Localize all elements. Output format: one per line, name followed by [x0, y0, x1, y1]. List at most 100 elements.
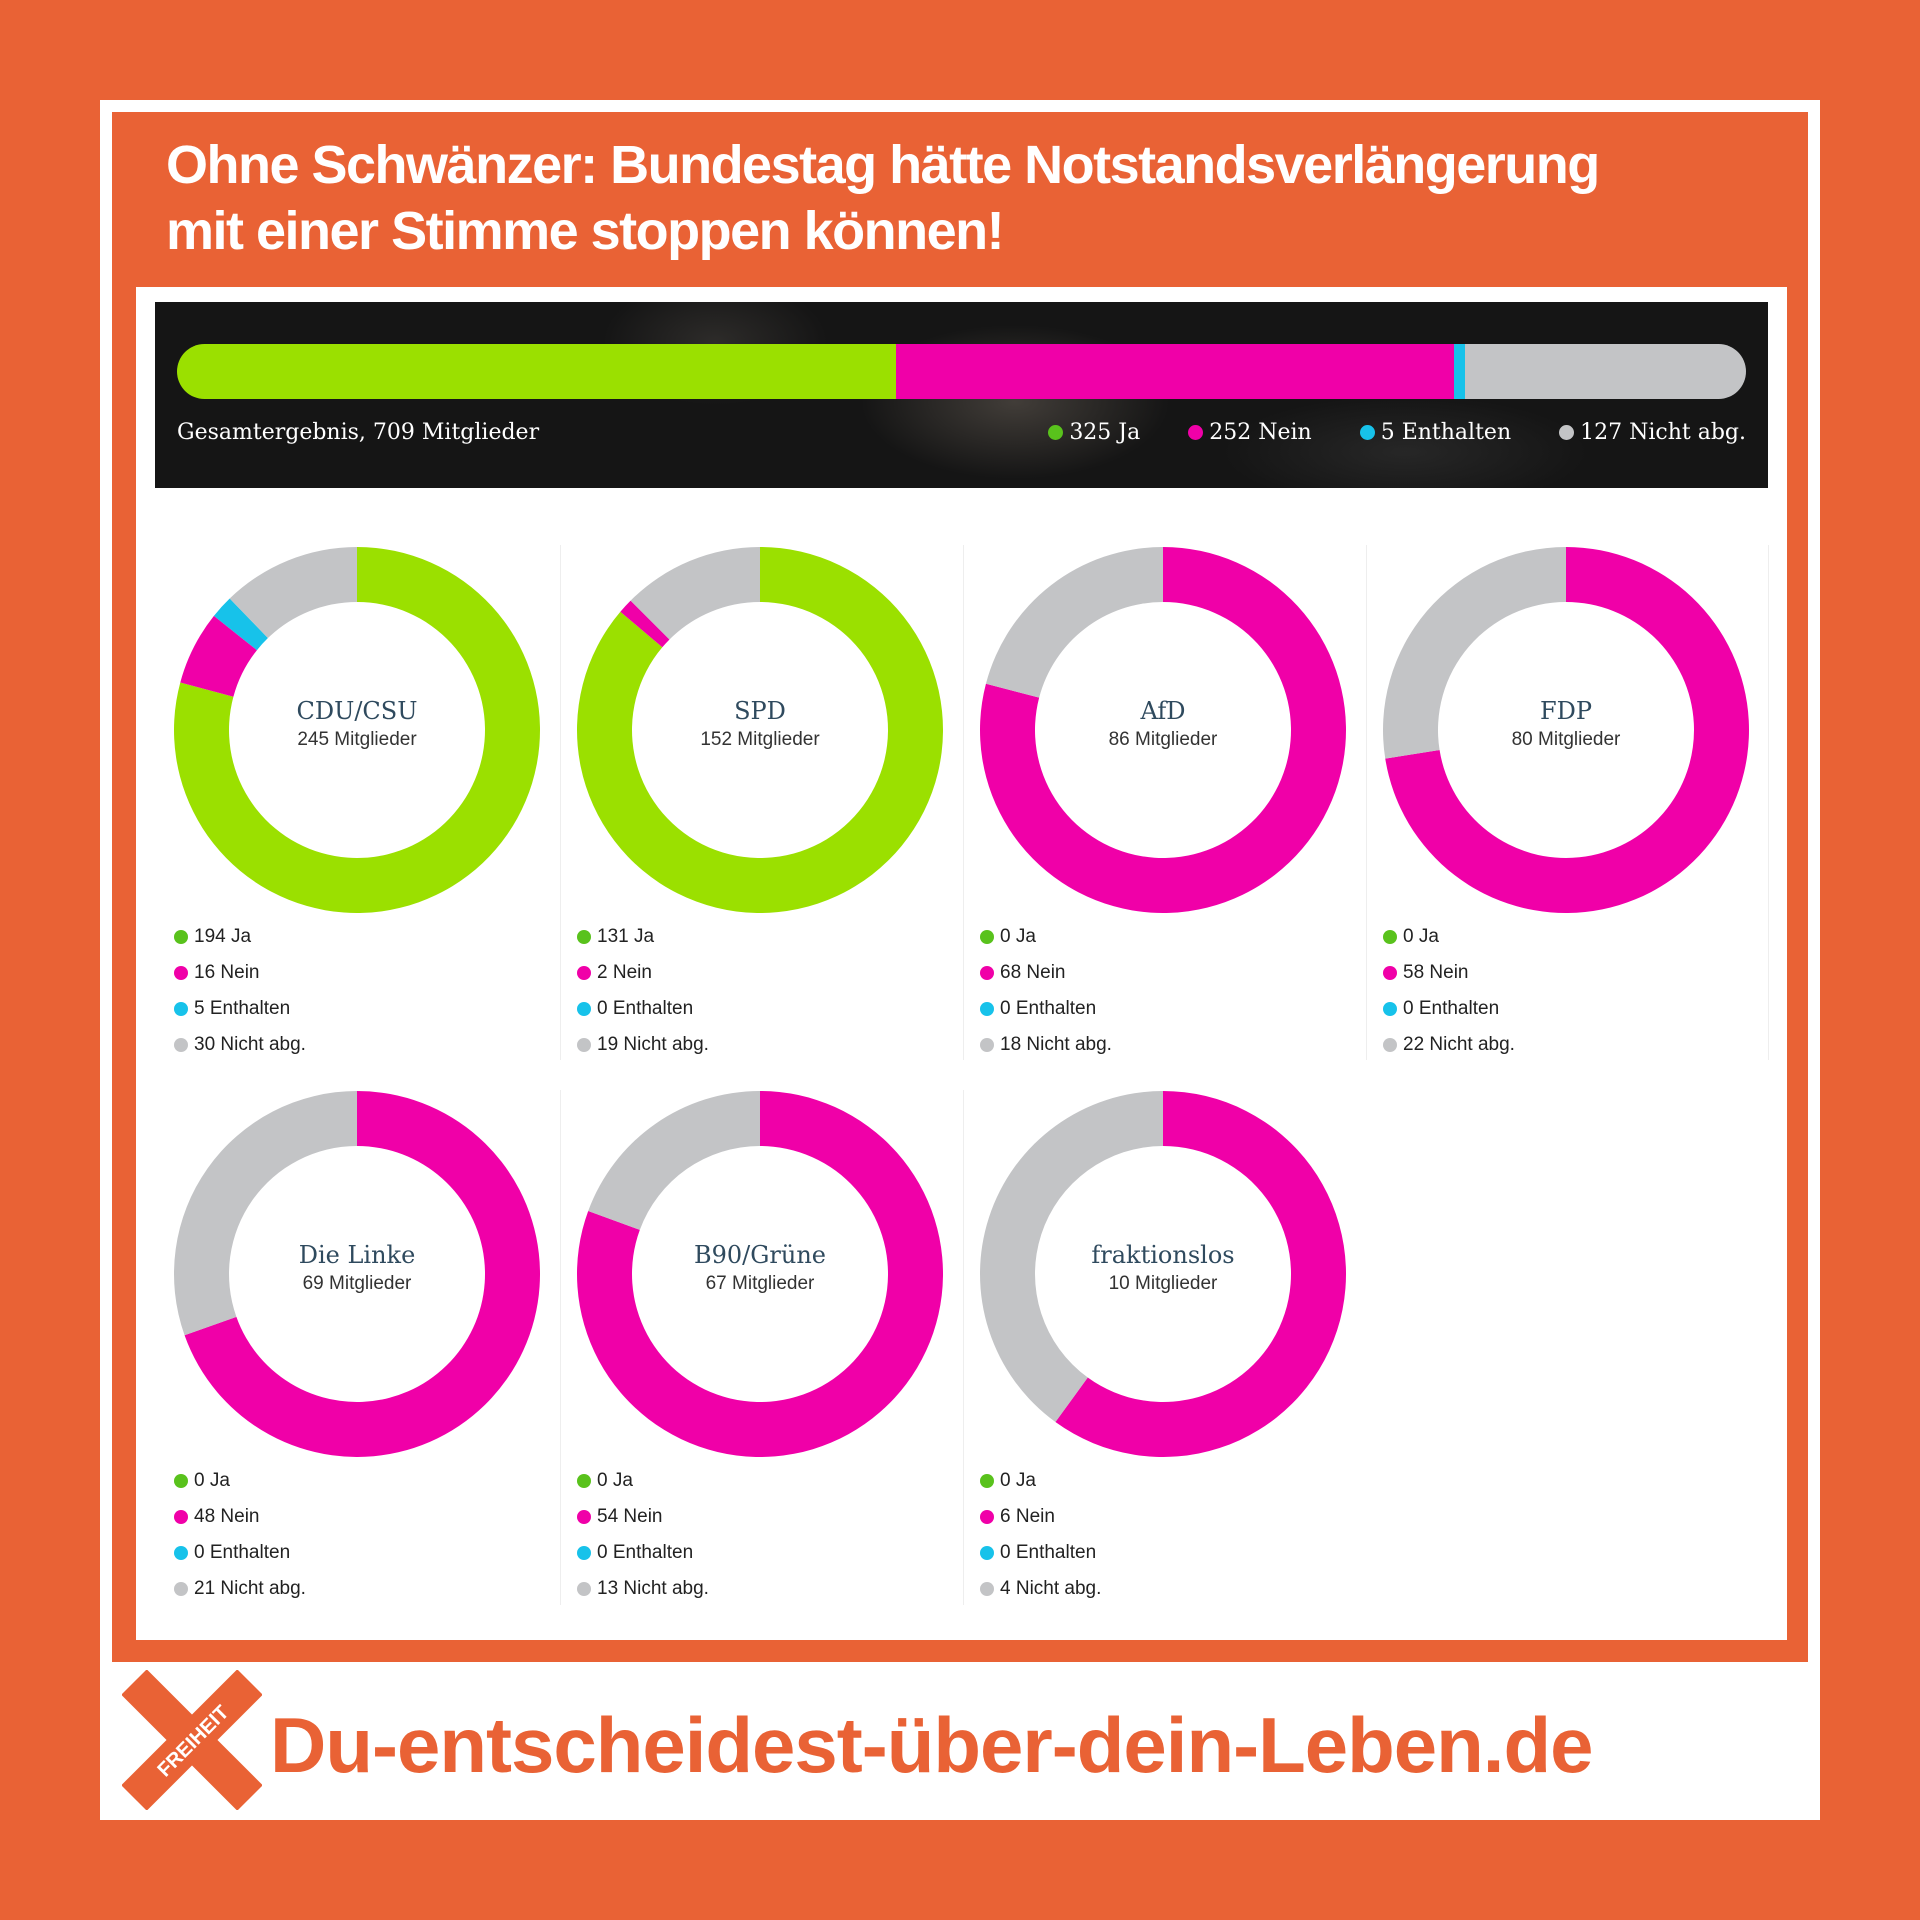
nicht-dot [174, 1582, 188, 1596]
legend-label-nein: 58 Nein [1403, 962, 1469, 983]
donut-chart [1383, 547, 1749, 913]
enthalten-dot [1383, 1002, 1397, 1016]
legend-label-nein: 16 Nein [194, 962, 260, 983]
legend-item-enthalten: 0 Enthalten [1383, 991, 1515, 1027]
legend-label-nein: 68 Nein [1000, 962, 1066, 983]
party-legend: 0 Ja 48 Nein 0 Enthalten 21 Nicht abg. [174, 1463, 306, 1607]
nein-dot [980, 966, 994, 980]
legend-item-enthalten: 0 Enthalten [980, 1535, 1101, 1571]
donut-chart [980, 547, 1346, 913]
total-result-banner: Gesamtergebnis, 709 Mitglieder 325 Ja 25… [155, 302, 1768, 488]
legend-label-nein: 54 Nein [597, 1506, 663, 1527]
nein-dot [1188, 425, 1204, 440]
grid-divider [560, 545, 561, 1060]
party-card-b90-gruene: B90/Grüne 67 Mitglieder 0 Ja 54 Nein 0 Entha… [577, 1091, 977, 1611]
donut-slice-nein [980, 547, 1346, 913]
legend-label-nicht: 18 Nicht abg. [1000, 1034, 1112, 1055]
legend-item-ja: 0 Ja [174, 1463, 306, 1499]
total-bar-segment-nein [896, 344, 1454, 399]
total-bar-segment-enthalten [1453, 344, 1465, 399]
legend-label-ja: 0 Ja [1403, 926, 1439, 947]
legend-label-nicht: 22 Nicht abg. [1403, 1034, 1515, 1055]
legend-label-nein: 48 Nein [194, 1506, 260, 1527]
legend-item-nein: 16 Nein [174, 955, 306, 991]
donut-slice-nicht [229, 547, 357, 639]
legend-label-ja: 0 Ja [1000, 1470, 1036, 1491]
ja-dot [1383, 930, 1397, 944]
donut-slice-nein [1385, 547, 1749, 913]
nicht-dot [980, 1038, 994, 1052]
legend-label-ja: 131 Ja [597, 926, 655, 947]
ja-dot [174, 1474, 188, 1488]
party-name: FDP [1539, 697, 1593, 725]
headline-line-2: mit einer Stimme stoppen können! [166, 201, 1005, 261]
total-legend-ja-label: 325 Ja [1069, 420, 1141, 445]
total-legend-ja: 325 Ja [1048, 420, 1140, 445]
enthalten-dot [1359, 425, 1375, 440]
party-name: CDU/CSU [296, 697, 418, 725]
nein-dot [174, 966, 188, 980]
legend-item-nicht: 19 Nicht abg. [577, 1027, 709, 1063]
legend-item-nicht: 18 Nicht abg. [980, 1027, 1112, 1063]
nicht-dot [1383, 1038, 1397, 1052]
ja-dot [577, 930, 591, 944]
legend-item-ja: 0 Ja [1383, 919, 1515, 955]
legend-item-nicht: 22 Nicht abg. [1383, 1027, 1515, 1063]
donut-slice-ja [577, 547, 943, 913]
legend-item-nein: 2 Nein [577, 955, 709, 991]
enthalten-dot [980, 1002, 994, 1016]
grid-divider [1366, 545, 1367, 1060]
legend-item-ja: 131 Ja [577, 919, 709, 955]
ja-dot [980, 1474, 994, 1488]
party-card-afd: AfD 86 Mitglieder 0 Ja 68 Nein 0 Enthalten 18… [980, 547, 1380, 1067]
donut-chart [174, 547, 540, 913]
donut-slice-nicht [985, 547, 1163, 698]
legend-item-ja: 0 Ja [980, 1463, 1101, 1499]
legend-item-ja: 0 Ja [980, 919, 1112, 955]
party-legend: 0 Ja 68 Nein 0 Enthalten 18 Nicht abg. [980, 919, 1112, 1063]
headline: Ohne Schwänzer: Bundestag hätte Notstand… [166, 132, 1766, 264]
total-legend-nein: 252 Nein [1188, 420, 1312, 445]
legend-item-nicht: 4 Nicht abg. [980, 1571, 1101, 1607]
total-caption: Gesamtergebnis, 709 Mitglieder [177, 420, 540, 445]
total-legend-nein-label: 252 Nein [1209, 420, 1312, 445]
legend-item-nicht: 30 Nicht abg. [174, 1027, 306, 1063]
enthalten-dot [174, 1546, 188, 1560]
legend-label-enthalten: 5 Enthalten [194, 998, 291, 1019]
donut-slice-nicht [174, 1091, 357, 1336]
website-url[interactable]: Du-entscheidest-über-dein-Leben.de [270, 1701, 1593, 1789]
legend-item-enthalten: 0 Enthalten [577, 991, 709, 1027]
total-legend: 325 Ja 252 Nein 5 Enthalten 127 Nicht ab… [1048, 420, 1746, 445]
nein-dot [577, 966, 591, 980]
legend-label-nicht: 19 Nicht abg. [597, 1034, 709, 1055]
total-legend-enthalten-label: 5 Enthalten [1380, 420, 1512, 445]
total-bar-segment-ja [177, 344, 897, 399]
party-members: 245 Mitglieder [297, 729, 417, 750]
party-name: SPD [734, 697, 786, 725]
donut-slice-enthalten [213, 598, 268, 651]
party-members: 69 Mitglieder [302, 1273, 412, 1294]
party-card-fdp: FDP 80 Mitglieder 0 Ja 58 Nein 0 Enthalten 22… [1383, 547, 1783, 1067]
legend-item-enthalten: 0 Enthalten [577, 1535, 709, 1571]
ja-dot [980, 930, 994, 944]
party-legend: 0 Ja 6 Nein 0 Enthalten 4 Nicht abg. [980, 1463, 1101, 1607]
donut-chart [577, 547, 943, 913]
nicht-dot [1559, 425, 1575, 440]
party-card-cdu-csu: CDU/CSU 245 Mitglieder 194 Ja 16 Nein 5 Enth… [174, 547, 574, 1067]
legend-label-enthalten: 0 Enthalten [1000, 1542, 1097, 1563]
legend-item-nicht: 13 Nicht abg. [577, 1571, 709, 1607]
donut-chart [577, 1091, 943, 1457]
nicht-dot [577, 1582, 591, 1596]
legend-item-nein: 48 Nein [174, 1499, 306, 1535]
ja-dot [1048, 425, 1064, 440]
party-legend: 131 Ja 2 Nein 0 Enthalten 19 Nicht abg. [577, 919, 709, 1063]
total-legend-nicht: 127 Nicht abg. [1559, 420, 1746, 445]
enthalten-dot [980, 1546, 994, 1560]
party-members: 152 Mitglieder [700, 729, 820, 750]
party-members: 80 Mitglieder [1511, 729, 1621, 750]
donut-slice-nicht [630, 547, 760, 640]
legend-item-enthalten: 0 Enthalten [174, 1535, 306, 1571]
enthalten-dot [577, 1546, 591, 1560]
donut-chart [980, 1091, 1346, 1457]
legend-label-ja: 0 Ja [597, 1470, 633, 1491]
